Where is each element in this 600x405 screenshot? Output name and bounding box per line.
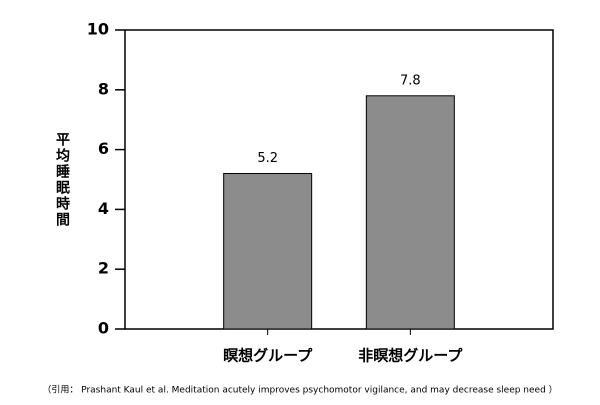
y-tick-label: 10 — [87, 20, 109, 39]
x-tick-label: 瞑想グループ — [223, 347, 313, 365]
citation-note: （引用： Prashant Kaul et al. Meditation acu… — [42, 385, 557, 396]
value-label: 7.8 — [400, 73, 421, 88]
x-tick-label: 非瞑想グループ — [358, 347, 463, 365]
y-tick-label: 0 — [98, 319, 109, 338]
y-axis-label: 平均睡眠時間 — [54, 132, 70, 228]
y-tick-label: 8 — [98, 79, 109, 98]
bar — [365, 95, 455, 330]
plot-frame — [124, 29, 554, 330]
y-tick-label: 4 — [98, 199, 109, 218]
y-tick-label: 6 — [98, 139, 109, 158]
value-label: 5.2 — [257, 151, 278, 166]
y-tick-label: 2 — [98, 259, 109, 278]
bar — [223, 173, 313, 330]
